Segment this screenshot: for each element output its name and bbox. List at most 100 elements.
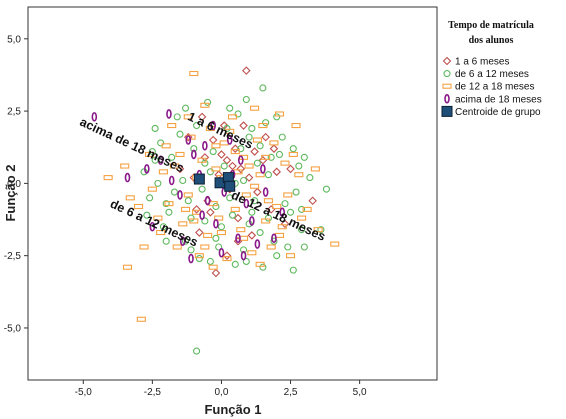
data-point [206,208,215,217]
data-point [298,205,306,213]
data-point [269,140,279,146]
data-point [192,205,201,214]
data-point [184,197,192,205]
data-point [149,221,156,232]
data-point [231,260,239,268]
data-point [248,208,256,216]
data-point [190,145,198,153]
data-point [243,198,250,209]
data-point [285,253,296,259]
data-point [277,224,287,230]
data-point [297,215,307,221]
data-point [197,157,207,163]
data-point [179,176,187,185]
data-point [310,166,320,172]
data-point [240,176,248,185]
data-point [208,264,218,270]
data-point [125,195,135,201]
y-axis-title: Função 2 [3,164,18,221]
data-point [242,66,251,75]
data-point [162,200,170,208]
data-point [198,185,206,193]
data-point [197,112,207,122]
data-point [256,228,264,237]
data-point [164,201,174,207]
data-point [146,194,154,202]
data-point [203,232,213,238]
data-point [264,214,272,222]
legend-entry-label: de 6 a 12 meses [455,69,529,80]
legend-marker [443,70,451,78]
data-point [245,133,253,141]
data-point [201,217,209,225]
data-point [322,185,331,193]
data-point [255,261,265,267]
data-point [291,123,301,129]
data-point [220,162,228,170]
data-point [175,151,185,158]
data-point [308,196,317,206]
data-point [226,135,233,145]
data-point [159,223,167,231]
data-point [199,210,205,220]
data-point [250,147,259,156]
data-point [170,188,179,196]
data-point [267,153,275,161]
data-point [222,256,232,262]
data-point [244,163,254,169]
data-point [235,233,241,244]
data-point [168,175,175,186]
data-point [206,168,214,176]
y-tick-label: 5,0 [7,34,21,45]
data-point [153,215,163,221]
data-point [281,200,289,208]
data-point [187,214,195,222]
data-point [272,203,282,210]
data-point [236,164,246,174]
data-point [330,241,340,247]
data-point [241,192,251,198]
data-point [289,145,297,153]
group-centroid [193,173,205,185]
data-point [225,128,235,134]
data-point [145,151,155,158]
data-point [249,216,255,226]
data-point [280,160,290,166]
data-point [204,195,211,206]
data-point [181,237,190,245]
data-point [122,264,133,270]
data-points-layer [91,66,340,355]
data-point [161,143,171,149]
data-point [273,252,281,260]
data-point [264,171,272,179]
data-point [158,169,168,175]
data-point [212,234,220,242]
data-point [248,124,256,132]
data-point [103,175,113,181]
y-tick-label: -5,0 [4,323,22,334]
data-point [91,112,98,122]
data-point [180,206,191,212]
data-point [200,244,210,250]
data-point [251,197,259,205]
legend-title-line-2: dos alunos [469,35,514,46]
legend-entry-label: Centroide de grupo [455,107,541,118]
axis-ticks-layer: -5,0 -2,5 0,0 2,5 5,0 5,0 2,5 0,0 -2,5 -5,0 [4,34,367,398]
data-point [262,187,269,197]
data-point [269,144,279,153]
data-point [250,105,260,111]
legend-entry-label: de 12 a 18 meses [455,82,535,93]
data-point [294,172,304,178]
data-point [227,114,238,120]
data-point [289,266,297,274]
data-point [286,208,295,216]
data-point [177,190,183,200]
data-point [169,163,180,169]
data-point [260,164,266,174]
data-point [240,250,247,261]
data-point [226,104,234,112]
data-point [217,223,225,231]
data-point [178,221,188,227]
data-point [183,114,193,120]
data-point [136,316,146,322]
